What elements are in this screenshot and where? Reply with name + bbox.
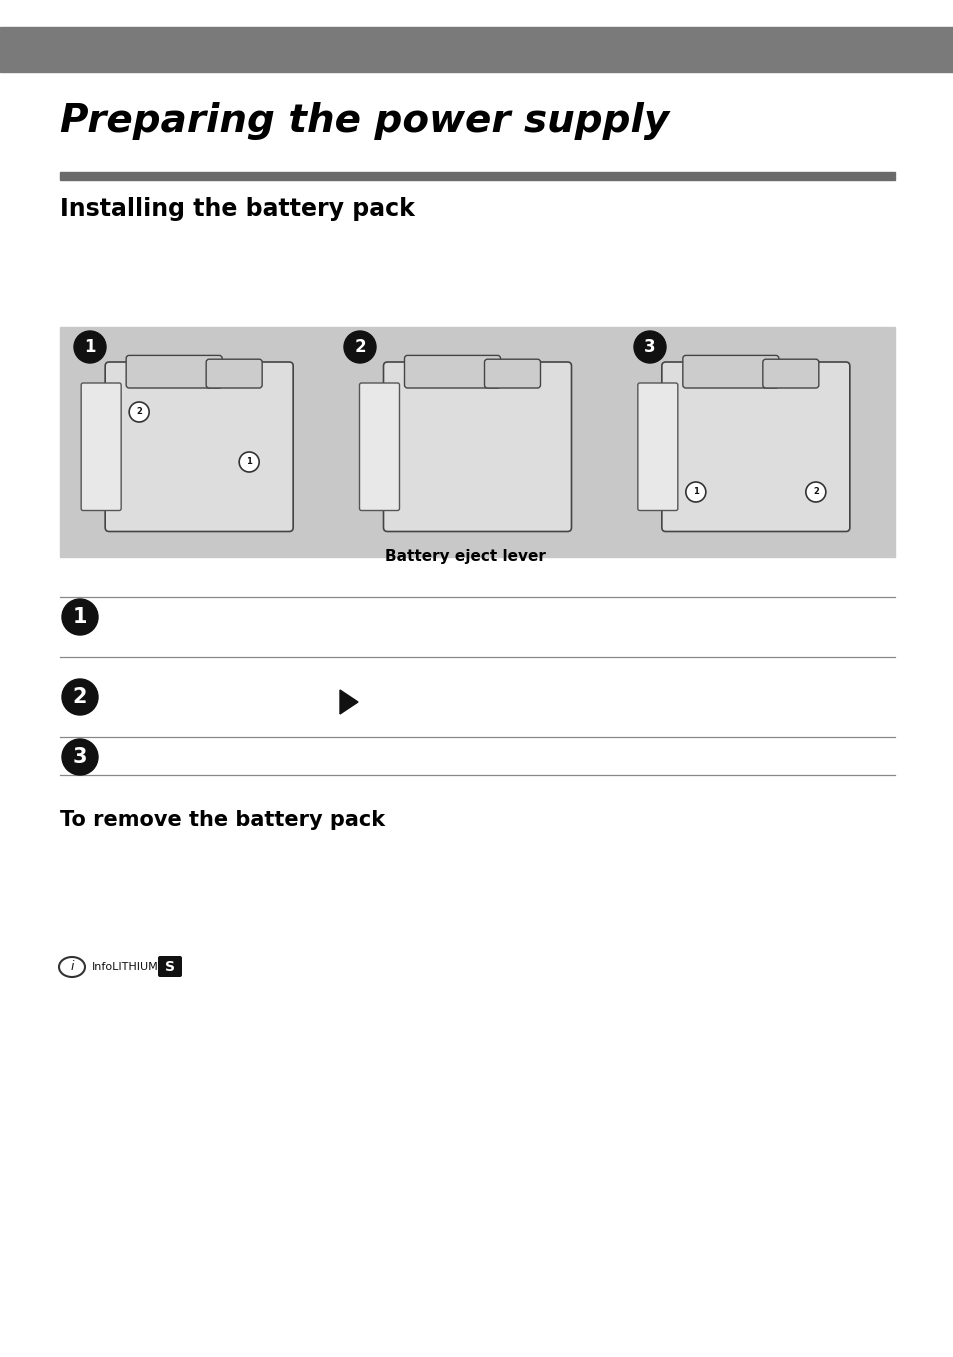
- Text: 1: 1: [84, 338, 95, 356]
- Circle shape: [239, 452, 259, 472]
- Bar: [0, 27, 953, 72]
- Text: 1: 1: [72, 607, 87, 627]
- FancyBboxPatch shape: [105, 362, 293, 532]
- Text: 2: 2: [136, 407, 142, 417]
- FancyBboxPatch shape: [126, 356, 222, 388]
- Text: 3: 3: [643, 338, 655, 356]
- Text: 2: 2: [812, 487, 818, 497]
- Circle shape: [74, 331, 106, 364]
- FancyBboxPatch shape: [383, 362, 571, 532]
- Bar: [60, 327, 894, 556]
- Circle shape: [62, 678, 98, 715]
- Text: Installing the battery pack: Installing the battery pack: [60, 197, 415, 221]
- FancyBboxPatch shape: [404, 356, 500, 388]
- Text: Battery eject lever: Battery eject lever: [384, 550, 545, 565]
- Text: i: i: [71, 961, 73, 973]
- Text: InfoLITHIUM: InfoLITHIUM: [91, 962, 158, 972]
- FancyBboxPatch shape: [661, 362, 849, 532]
- FancyBboxPatch shape: [81, 383, 121, 510]
- Circle shape: [805, 482, 825, 502]
- Text: 1: 1: [246, 457, 252, 467]
- Text: S: S: [165, 959, 174, 974]
- Text: 3: 3: [72, 746, 87, 767]
- Text: 2: 2: [354, 338, 365, 356]
- Bar: [60, 172, 894, 180]
- FancyBboxPatch shape: [638, 383, 678, 510]
- Text: 1: 1: [692, 487, 698, 497]
- Polygon shape: [339, 689, 357, 714]
- FancyBboxPatch shape: [359, 383, 399, 510]
- Circle shape: [685, 482, 705, 502]
- Ellipse shape: [59, 957, 85, 977]
- Text: Preparing the power supply: Preparing the power supply: [60, 102, 669, 140]
- Text: 2: 2: [72, 687, 87, 707]
- FancyBboxPatch shape: [762, 360, 818, 388]
- Circle shape: [62, 740, 98, 775]
- Circle shape: [129, 402, 149, 422]
- Circle shape: [634, 331, 665, 364]
- FancyBboxPatch shape: [484, 360, 540, 388]
- FancyBboxPatch shape: [206, 360, 262, 388]
- Circle shape: [344, 331, 375, 364]
- FancyBboxPatch shape: [158, 955, 182, 977]
- FancyBboxPatch shape: [682, 356, 778, 388]
- Text: To remove the battery pack: To remove the battery pack: [60, 810, 385, 830]
- Circle shape: [62, 598, 98, 635]
